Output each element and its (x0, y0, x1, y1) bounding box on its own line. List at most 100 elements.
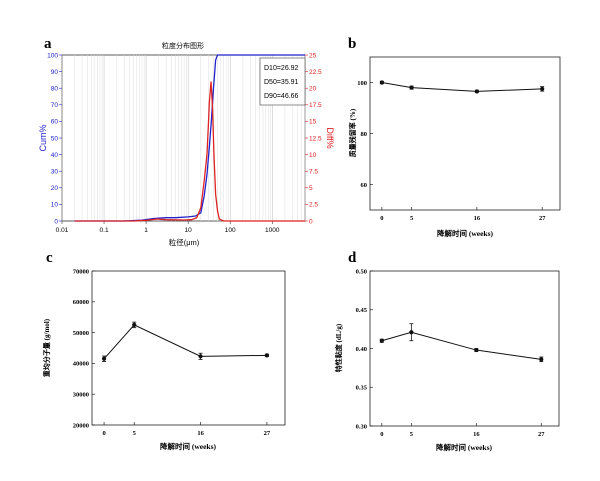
panel-d-y-tick-label: 0.50 (356, 268, 367, 275)
panel-a-y-left-tick-label: 50 (51, 135, 59, 142)
panel-a-y-right-tick-label: 25 (309, 52, 317, 59)
panel-b-data-point (379, 80, 384, 85)
panel-a-y-right-tick-label: 10 (309, 152, 317, 159)
panel-d-x-tick-label: 5 (410, 431, 414, 438)
panel-b-series (379, 80, 545, 94)
panel-c-data-point (132, 322, 137, 327)
panel-c-y-tick-label: 40000 (73, 361, 89, 368)
panel-a-x-axis-label: 粒径(μm) (169, 237, 200, 247)
panel-d-series-line (381, 331, 542, 360)
panel-d-data-point (379, 338, 384, 343)
panel-d-x-tick-label: 0 (380, 431, 383, 438)
panel-b-data-point (474, 89, 479, 94)
panel-a-x-tick-label: 1 (144, 227, 148, 234)
panel-a-x-tick-label: 0.01 (56, 227, 69, 234)
panel-a-y-axis-label-right: Diff% (325, 127, 335, 148)
panel-b-x-tick-label: 5 (410, 215, 414, 222)
panel-c-y-ticks: 20000 30000 40000 50000 60000 70000 (73, 268, 95, 429)
panel-c-x-tick-label: 5 (133, 430, 137, 437)
panel-a-title: 粒度分布图形 (162, 41, 204, 50)
panel-a-x-tick-label: 0.1 (100, 227, 109, 234)
panel-a-label: a (44, 36, 52, 52)
panel-c: c 0 5 16 27 200003000040000500006000070000 … (42, 250, 286, 451)
panel-b-x-axis-label: 降解时间 (weeks) (437, 228, 494, 238)
panel-d-data-point (409, 330, 414, 335)
panel-a-y-left-tick-label: 40 (51, 152, 59, 159)
panel-d: d 0 5 16 27 0.30 0.35 0.40 0.45 0.50 降解时间 (week… (334, 250, 560, 452)
panel-b-y-tick-label: 100 (357, 80, 367, 87)
panel-b: b 0 5 16 27 60 80 100 降解时间 (weeks) 质量残留率 (%) (348, 36, 561, 238)
panel-a-y-ticks-right: 0 2.5 5 7.5 10 12.5 15 17.5 20 22.5 25 (305, 52, 322, 225)
panel-c-series-line (103, 324, 267, 360)
panel-a-y-left-tick-label: 30 (51, 169, 59, 176)
panel-a-y-left-tick-label: 70 (51, 102, 59, 109)
panel-d-x-tick-label: 27 (538, 431, 545, 438)
panel-b-x-tick-label: 0 (380, 215, 383, 222)
panel-a-y-axis-label-left: Cum% (38, 124, 48, 151)
panel-c-label: c (46, 250, 53, 266)
panel-a-y-left-tick-label: 0 (54, 218, 58, 225)
panel-a-annotation-box: D10=26.92 D50=35.91 D90=46.66 (259, 57, 306, 106)
panel-a-x-ticks: 0.01 0.1 1 10 100 1000 (56, 221, 280, 234)
panel-b-y-axis-label: 质量残留率 (%) (348, 108, 357, 157)
panel-a-y-right-tick-label: 5 (309, 185, 313, 192)
panel-b-series-line (381, 82, 543, 92)
panel-d-y-tick-label: 0.35 (356, 385, 368, 392)
panel-b-data-point (540, 86, 545, 91)
panel-d-series (379, 323, 544, 363)
panel-c-y-tick-label: 20000 (73, 422, 89, 429)
panel-b-y-ticks: 60 80 100 (357, 80, 373, 189)
panel-c-y-tick-label: 70000 (73, 268, 89, 275)
panel-c-y-tick-label: 60000 (73, 299, 89, 306)
panel-d-y-axis-label: 特性黏度 (dL/g) (334, 323, 343, 372)
panel-b-y-tick-label: 60 (361, 182, 368, 189)
panel-a-y-right-tick-label: 12.5 (309, 135, 322, 142)
panel-a-y-right-tick-label: 15 (309, 119, 317, 126)
panel-a-y-right-tick-label: 0 (309, 218, 313, 225)
panel-c-y-tick-label: 30000 (73, 392, 89, 399)
panel-d-x-ticks: 0 5 16 27 (380, 423, 545, 438)
panel-c-series (101, 321, 270, 362)
panel-c-x-tick-label: 16 (197, 430, 204, 437)
panel-a-y-left-tick-label: 60 (51, 119, 59, 126)
panel-c-plot-frame (91, 270, 286, 426)
panel-c-y-axis-label: 重均分子量 (g/mol) (42, 318, 51, 377)
panel-b-x-ticks: 0 5 16 27 (380, 207, 546, 222)
panel-a-y-right-tick-label: 22.5 (309, 69, 322, 76)
panel-d-plot-frame (369, 270, 560, 427)
panel-d-y-tick-label: 0.45 (356, 307, 368, 314)
panel-d-x-tick-label: 16 (473, 431, 480, 438)
panel-a-y-left-tick-label: 90 (51, 69, 59, 76)
panel-d-label: d (348, 250, 357, 266)
panel-d-y-tick-label: 0.30 (356, 423, 367, 430)
panel-a-y-left-tick-label: 80 (51, 86, 59, 93)
panel-d-y-ticks: 0.30 0.35 0.40 0.45 0.50 (356, 268, 373, 430)
panel-a-annotation-d50: D50=35.91 (264, 79, 299, 86)
panel-b-x-tick-label: 16 (474, 215, 481, 222)
panel-a-y-left-tick-label: 10 (51, 202, 59, 209)
panel-a-x-tick-label: 1000 (265, 227, 280, 234)
panel-a-x-tick-label: 10 (185, 227, 193, 234)
panel-a-series (74, 54, 305, 222)
panel-c-data-point (264, 353, 270, 358)
panel-a-cumulative-curve (74, 54, 305, 222)
panel-d-data-point (474, 347, 479, 353)
panel-a: a 粒度分布图形 0.01 0.1 1 10 100 1000 0102030405060… (38, 36, 335, 247)
panel-a-y-ticks-left: 0 10 20 30 40 50 60 70 80 90 100 (47, 52, 62, 225)
panel-c-data-point (101, 356, 107, 361)
panel-a-gridlines (61, 55, 306, 221)
panel-d-x-axis-label: 降解时间 (weeks) (436, 442, 493, 452)
panel-d-data-point (539, 357, 544, 362)
panel-b-y-tick-label: 80 (361, 131, 368, 138)
panel-a-y-right-tick-label: 2.5 (309, 202, 318, 209)
panel-c-x-tick-label: 0 (102, 430, 105, 437)
panel-d-y-tick-label: 0.40 (356, 346, 367, 353)
panel-a-annotation-d90: D90=46.66 (264, 93, 299, 100)
panel-a-y-right-tick-label: 7.5 (309, 169, 318, 176)
panel-a-y-right-tick-label: 17.5 (309, 102, 322, 109)
panel-c-data-point (198, 354, 203, 359)
panel-a-x-tick-label: 100 (225, 227, 236, 234)
panel-b-data-point (409, 85, 414, 90)
panel-c-x-ticks: 0 5 16 27 (102, 422, 271, 437)
